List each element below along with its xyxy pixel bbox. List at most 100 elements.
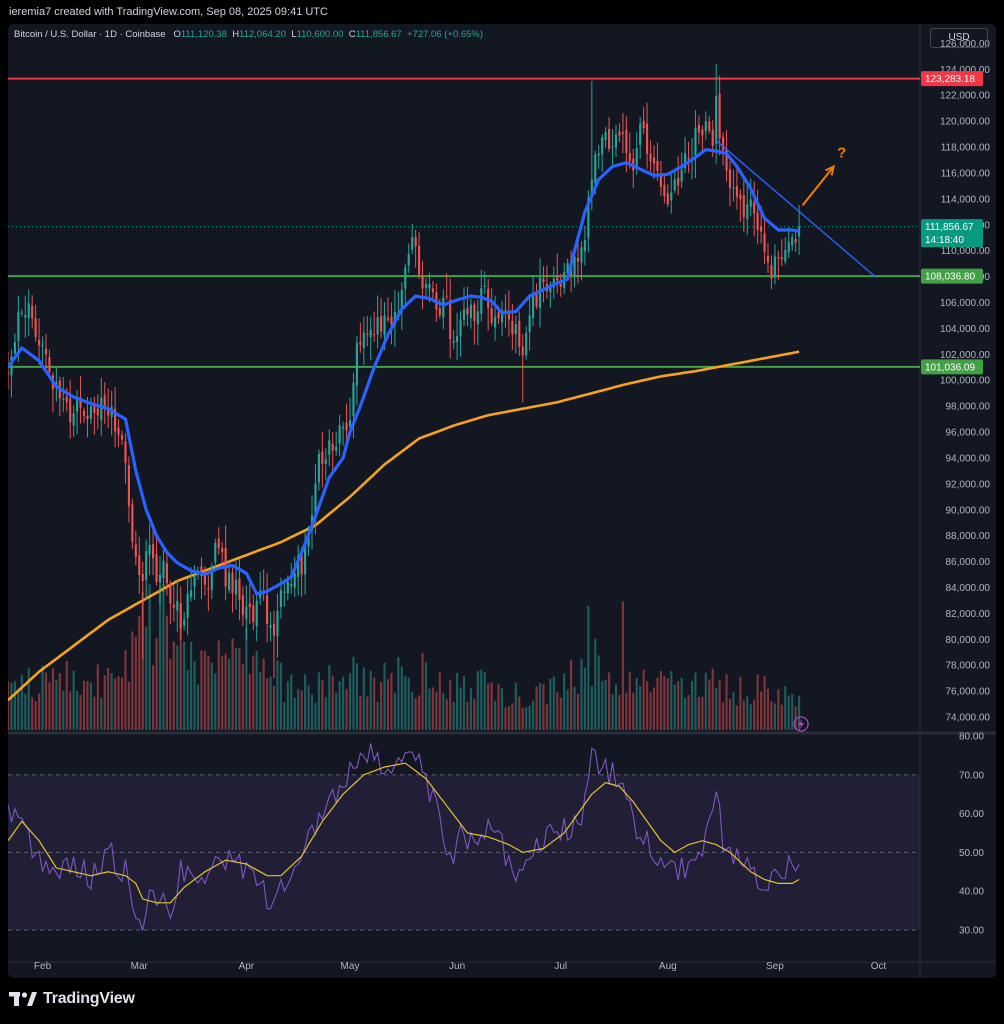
volume-bar <box>335 692 338 730</box>
candle-body <box>255 600 258 627</box>
candle-body <box>297 555 300 578</box>
candle <box>72 405 75 437</box>
question-mark-annotation[interactable]: ? <box>837 144 846 161</box>
candle-body <box>217 538 220 549</box>
candle <box>266 573 269 643</box>
candle <box>449 278 452 359</box>
candle <box>158 555 162 605</box>
candle-body <box>62 398 65 400</box>
volume-bar <box>760 691 763 730</box>
volume-bar <box>791 694 794 730</box>
candle <box>715 64 718 164</box>
ema-line[interactable] <box>8 148 800 596</box>
candle <box>362 317 365 366</box>
candle <box>535 283 538 310</box>
candle <box>272 610 276 679</box>
price-axis-tick: 94,000.00 <box>946 453 991 464</box>
candle <box>69 380 72 439</box>
candle-body <box>535 293 538 307</box>
candle <box>684 137 687 174</box>
candle <box>93 396 96 435</box>
price-axis-tick: 98,000.00 <box>946 402 991 413</box>
volume-bar <box>328 665 331 730</box>
candle <box>186 578 189 636</box>
candle-body <box>414 237 417 247</box>
rsi-line[interactable] <box>8 743 800 931</box>
candle <box>466 286 469 327</box>
resistance-price-tag[interactable]: 123,283.18 <box>921 71 983 87</box>
candle-body <box>673 179 676 191</box>
candle-body <box>732 187 735 189</box>
support-price-tag[interactable]: 108,036.80 <box>921 268 983 284</box>
volume-bar <box>169 658 172 730</box>
candle <box>697 115 700 145</box>
candle-body <box>424 284 428 288</box>
volume-bar <box>642 669 645 730</box>
candle-body <box>279 590 282 608</box>
price-axis-tick: 110,000.00 <box>941 246 991 257</box>
candle-body <box>290 583 293 587</box>
candle <box>590 80 593 211</box>
candle <box>728 161 732 207</box>
candle <box>221 542 224 567</box>
candle-body <box>656 160 659 171</box>
candle <box>663 174 666 204</box>
candle-body <box>321 451 324 465</box>
candle <box>642 106 645 135</box>
symbol-name[interactable]: Bitcoin / U.S. Dollar · 1D · Coinbase <box>14 29 166 40</box>
volume-bar <box>466 701 469 730</box>
volume-bar <box>566 689 569 730</box>
candle-body <box>746 204 749 220</box>
candle-body <box>231 572 234 594</box>
candle-body <box>500 310 504 323</box>
volume-bar <box>276 660 279 730</box>
volume-bar <box>694 672 697 730</box>
candle-body <box>428 283 431 289</box>
lightning-bolt <box>798 719 805 729</box>
volume-bar <box>176 645 179 730</box>
volume-bar <box>307 685 310 730</box>
volume-bar <box>528 705 531 730</box>
candle <box>217 527 220 555</box>
last-price-tag[interactable]: 111,856.67 14:18:40 <box>921 219 983 248</box>
volume-bar <box>456 672 459 730</box>
time-axis-tick: Jul <box>554 961 567 972</box>
lightning-icon[interactable] <box>793 716 809 732</box>
arrow-shaft[interactable] <box>801 165 835 206</box>
candle <box>127 456 130 523</box>
volume-bar <box>787 695 790 730</box>
currency-button[interactable]: USD <box>930 28 988 48</box>
candle-body <box>376 317 379 335</box>
volume-bar <box>51 668 54 730</box>
candle <box>165 550 168 596</box>
arrow-head-icon <box>825 164 836 176</box>
volume-bar <box>428 688 431 730</box>
candle-body <box>559 280 562 288</box>
chart-canvas[interactable]: ? 126,000.00 124,000.00 122,000.00 120,000.… <box>8 24 996 978</box>
candle <box>739 189 742 222</box>
volume-bar <box>148 584 151 730</box>
volume-bar <box>442 692 445 730</box>
candle <box>563 262 566 295</box>
volume-bar <box>279 662 282 730</box>
candle-body <box>504 309 507 311</box>
descending-trendline[interactable] <box>715 140 876 278</box>
candle <box>203 566 206 596</box>
candle <box>414 229 417 268</box>
candle <box>735 164 738 210</box>
candle <box>283 581 286 607</box>
candle <box>155 536 158 586</box>
volume-bar <box>383 662 386 730</box>
moving-average-200-line[interactable] <box>8 350 800 702</box>
tradingview-logo[interactable]: TradingView <box>9 990 135 1008</box>
volume-bar <box>366 696 369 730</box>
candle-body <box>31 305 34 319</box>
candle-body <box>452 341 455 343</box>
candle <box>314 464 317 535</box>
candle <box>145 539 148 600</box>
candle-body <box>366 333 369 335</box>
rsi-ma-line[interactable] <box>8 762 800 904</box>
candle-body <box>169 584 172 604</box>
support-price-tag[interactable]: 101,036.09 <box>921 359 983 375</box>
volume-bar <box>625 692 628 730</box>
